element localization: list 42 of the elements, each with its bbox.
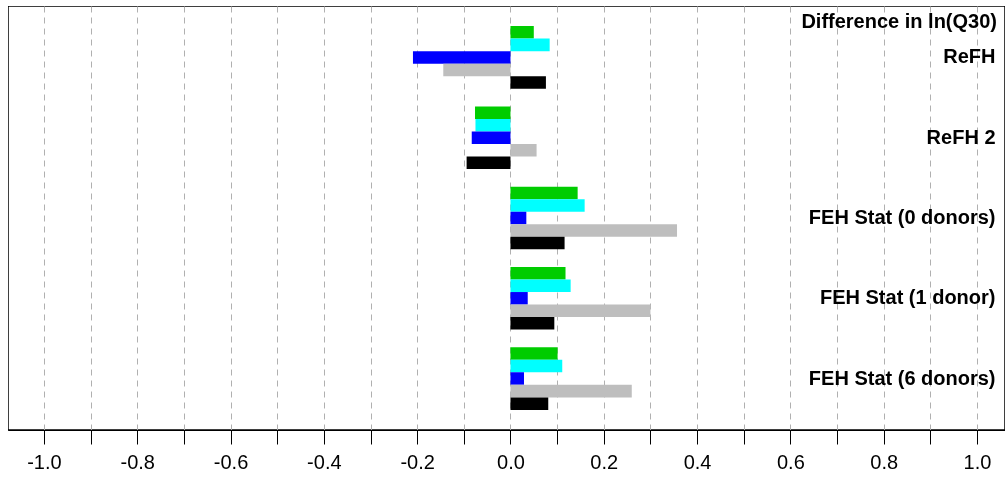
y-tick-label: ReFH 2 [926, 125, 996, 148]
x-tick-label: 0.2 [590, 450, 619, 473]
bar [510, 76, 546, 89]
chart-title: Difference in ln(Q30) [801, 10, 997, 32]
bar [412, 51, 511, 64]
bar [510, 211, 527, 225]
bar [466, 156, 511, 170]
x-tick-label: -0.6 [213, 450, 249, 473]
bar [510, 372, 524, 385]
bar [510, 199, 585, 212]
bar [510, 279, 571, 293]
x-tick-label: 0.4 [683, 450, 712, 473]
bar [510, 397, 549, 410]
bar [471, 131, 511, 144]
bar [443, 63, 511, 77]
x-tick-label: 0.0 [497, 450, 525, 473]
bar [510, 384, 632, 398]
bar [510, 224, 678, 237]
y-tick-label: FEH Stat (1 donor) [819, 286, 996, 309]
bar [475, 106, 511, 119]
x-tick-label: -0.8 [120, 450, 155, 473]
y-tick-label: FEH Stat (6 donors) [808, 366, 996, 389]
bar [510, 26, 534, 39]
x-tick-label: 1.0 [963, 450, 992, 473]
x-tick-label: -0.2 [400, 450, 435, 473]
y-tick-label: ReFH [943, 45, 996, 68]
bar [510, 236, 565, 250]
x-tick-label: -0.4 [307, 450, 342, 473]
x-tick-label: 0.6 [776, 450, 805, 473]
x-tick-label: -1.0 [27, 450, 62, 473]
x-tick-label: 0.8 [870, 450, 899, 473]
y-tick-label: FEH Stat (0 donors) [808, 206, 996, 228]
bar [510, 186, 578, 200]
bar [510, 38, 550, 52]
bar [510, 347, 558, 360]
bar [510, 359, 563, 373]
bar [510, 266, 566, 280]
bar [510, 143, 537, 157]
bar [510, 317, 555, 330]
bar [475, 118, 511, 132]
bar [510, 304, 651, 318]
bar [510, 292, 528, 305]
